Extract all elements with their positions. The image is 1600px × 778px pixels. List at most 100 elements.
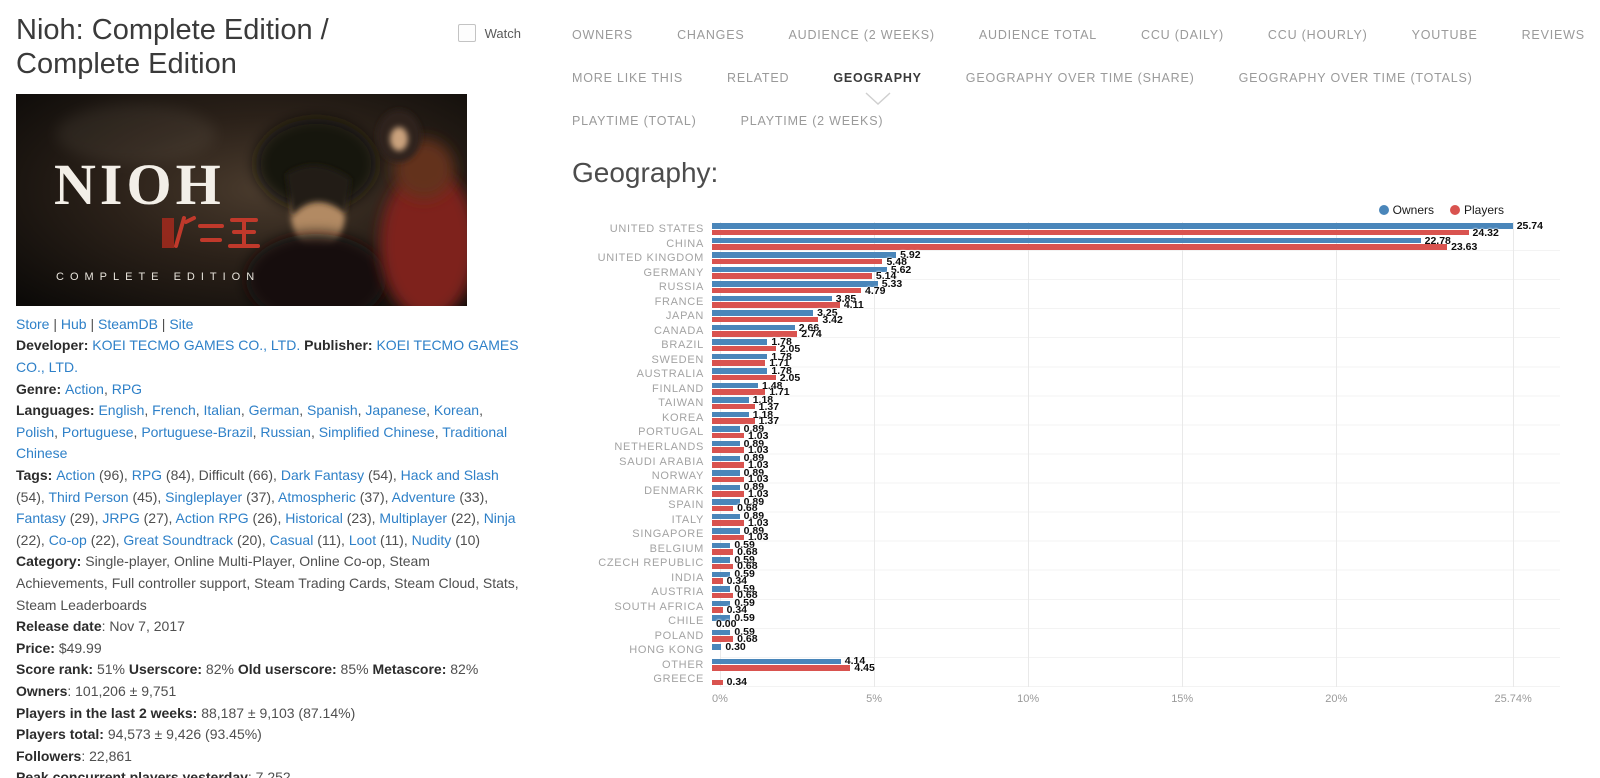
players-bar[interactable] — [712, 520, 745, 526]
owners-bar[interactable] — [712, 339, 768, 345]
owners-bar[interactable] — [712, 615, 731, 621]
players-bar[interactable] — [712, 636, 734, 642]
players-bar[interactable] — [712, 578, 723, 584]
link-hack-and-slash[interactable]: Hack and Slash — [400, 467, 499, 483]
link-adventure[interactable]: Adventure — [391, 488, 456, 505]
link-rpg[interactable]: RPG — [111, 380, 143, 397]
players-bar[interactable] — [712, 418, 755, 424]
link-site[interactable]: Site — [169, 315, 194, 332]
link-traditional-chinese[interactable]: Traditional Chinese — [16, 423, 508, 462]
owners-bar[interactable] — [712, 470, 740, 476]
tab-owners[interactable]: OWNERS — [572, 28, 634, 42]
link-portuguese[interactable]: Portuguese — [61, 423, 134, 440]
tab-more-like-this[interactable]: MORE LIKE THIS — [572, 71, 683, 85]
link-historical[interactable]: Historical — [285, 510, 343, 527]
legend-item-players[interactable]: Players — [1449, 203, 1504, 217]
players-bar[interactable] — [712, 447, 745, 453]
tab-audience-2-weeks[interactable]: AUDIENCE (2 WEEKS) — [788, 28, 935, 42]
link-nudity[interactable]: Nudity — [411, 531, 452, 548]
link-great-soundtrack[interactable]: Great Soundtrack — [123, 531, 234, 548]
players-bar[interactable] — [712, 403, 755, 410]
link-action[interactable]: Action — [65, 380, 104, 397]
owners-bar[interactable] — [712, 281, 878, 287]
owners-bar[interactable] — [712, 353, 768, 360]
link-koei-tecmo-games-co-ltd[interactable]: KOEI TECMO GAMES CO., LTD. — [92, 337, 301, 354]
tab-changes[interactable]: CHANGES — [677, 28, 745, 42]
owners-bar[interactable] — [712, 426, 740, 432]
owners-bar[interactable] — [712, 382, 759, 389]
players-bar[interactable] — [712, 244, 1448, 250]
players-bar[interactable] — [712, 432, 745, 439]
players-bar[interactable] — [712, 476, 745, 483]
link-spanish[interactable]: Spanish — [307, 402, 358, 419]
link-multiplayer[interactable]: Multiplayer — [379, 510, 448, 527]
tab-youtube[interactable]: YOUTUBE — [1411, 28, 1478, 42]
owners-bar[interactable] — [712, 223, 1513, 229]
players-bar[interactable] — [712, 374, 776, 381]
link-co-op[interactable]: Co-op — [48, 531, 87, 548]
players-bar[interactable] — [712, 345, 776, 352]
link-portuguese-brazil[interactable]: Portuguese-Brazil — [141, 423, 253, 440]
players-bar[interactable] — [712, 679, 723, 686]
owners-bar[interactable] — [712, 324, 795, 331]
owners-bar[interactable] — [712, 600, 731, 607]
owners-bar[interactable] — [712, 295, 832, 302]
tab-ccu-hourly[interactable]: CCU (HOURLY) — [1267, 28, 1368, 42]
owners-bar[interactable] — [712, 440, 740, 447]
link-ninja[interactable]: Ninja — [483, 510, 516, 527]
owners-bar[interactable] — [712, 266, 887, 273]
players-bar[interactable] — [712, 316, 819, 323]
legend-item-owners[interactable]: Owners — [1378, 203, 1434, 217]
tab-geography-over-time-totals[interactable]: GEOGRAPHY OVER TIME (TOTALS) — [1238, 71, 1473, 85]
owners-bar[interactable] — [712, 411, 749, 418]
link-dark-fantasy[interactable]: Dark Fantasy — [280, 467, 365, 483]
link-korean[interactable]: Korean — [433, 402, 480, 419]
link-casual[interactable]: Casual — [269, 531, 314, 548]
tab-ccu-daily[interactable]: CCU (DAILY) — [1141, 28, 1224, 42]
owners-bar[interactable] — [712, 237, 1421, 244]
players-bar[interactable] — [712, 331, 798, 337]
link-loot[interactable]: Loot — [348, 531, 377, 548]
link-rpg[interactable]: RPG — [131, 467, 163, 483]
watch-checkbox[interactable] — [457, 24, 476, 42]
link-japanese[interactable]: Japanese — [365, 402, 427, 419]
players-bar[interactable] — [712, 229, 1469, 236]
players-bar[interactable] — [712, 665, 851, 671]
players-bar[interactable] — [712, 534, 745, 541]
players-bar[interactable] — [712, 462, 745, 468]
owners-bar[interactable] — [712, 542, 731, 549]
link-atmospheric[interactable]: Atmospheric — [278, 488, 356, 505]
tab-playtime-total[interactable]: PLAYTIME (TOTAL) — [572, 114, 697, 128]
owners-bar[interactable] — [712, 644, 722, 650]
link-hub[interactable]: Hub — [60, 315, 87, 332]
owners-bar[interactable] — [712, 557, 731, 563]
link-koei-tecmo-games-co-ltd[interactable]: KOEI TECMO GAMES CO., LTD. — [16, 337, 519, 376]
tab-audience-total[interactable]: AUDIENCE TOTAL — [978, 28, 1098, 42]
players-bar[interactable] — [712, 563, 734, 570]
owners-bar[interactable] — [712, 310, 814, 316]
players-bar[interactable] — [712, 549, 734, 555]
players-bar[interactable] — [712, 389, 766, 395]
owners-bar[interactable] — [712, 658, 841, 665]
players-bar[interactable] — [712, 505, 734, 512]
owners-bar[interactable] — [712, 513, 740, 520]
watch-control[interactable]: Watch — [457, 24, 521, 42]
link-french[interactable]: French — [152, 402, 196, 419]
players-bar[interactable] — [712, 258, 883, 265]
link-italian[interactable]: Italian — [203, 402, 241, 419]
tab-related[interactable]: RELATED — [727, 71, 790, 85]
owners-bar[interactable] — [712, 571, 731, 578]
link-store[interactable]: Store — [16, 315, 50, 332]
players-bar[interactable] — [712, 273, 872, 279]
owners-bar[interactable] — [712, 528, 740, 534]
owners-bar[interactable] — [712, 499, 740, 505]
players-bar[interactable] — [712, 592, 734, 599]
link-english[interactable]: English — [98, 402, 145, 419]
link-polish[interactable]: Polish — [16, 423, 55, 440]
link-simplified-chinese[interactable]: Simplified Chinese — [318, 423, 435, 440]
link-action[interactable]: Action — [56, 467, 96, 483]
tab-geography[interactable]: GEOGRAPHY — [833, 71, 921, 105]
link-action-rpg[interactable]: Action RPG — [175, 510, 249, 527]
owners-bar[interactable] — [712, 629, 731, 636]
players-bar[interactable] — [712, 302, 840, 308]
